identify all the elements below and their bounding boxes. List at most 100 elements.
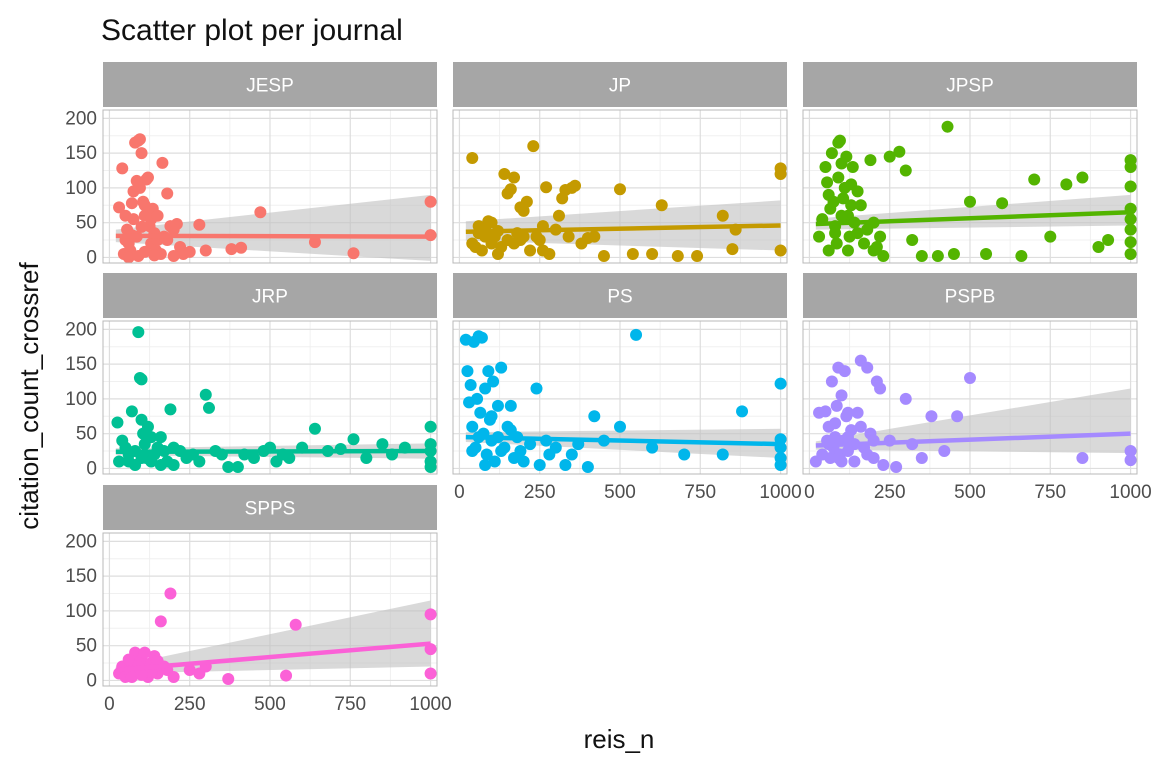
data-point xyxy=(231,461,244,474)
data-point xyxy=(915,250,928,263)
x-tick-label: 750 xyxy=(1034,482,1066,503)
data-point xyxy=(1044,230,1057,243)
data-point xyxy=(424,195,437,208)
data-point xyxy=(565,448,578,461)
panel-border xyxy=(802,320,1138,475)
data-point xyxy=(951,410,964,423)
data-point xyxy=(164,403,177,416)
facet-label-jp: JP xyxy=(609,76,631,97)
data-point xyxy=(424,667,437,680)
panel-border xyxy=(102,532,438,687)
facet-strip xyxy=(103,485,437,530)
data-point xyxy=(193,455,206,468)
data-point xyxy=(113,455,126,468)
data-point xyxy=(289,618,302,631)
data-point xyxy=(225,243,238,256)
data-point xyxy=(1028,173,1041,186)
data-point xyxy=(906,234,919,247)
data-point xyxy=(488,455,501,468)
y-tick-label: 150 xyxy=(65,143,97,164)
data-point xyxy=(716,209,729,222)
x-tick-label: 750 xyxy=(684,482,716,503)
data-point xyxy=(837,192,850,205)
trend-line xyxy=(115,641,431,673)
data-point xyxy=(170,218,183,231)
data-point xyxy=(199,244,212,257)
data-point xyxy=(846,161,859,174)
data-point xyxy=(899,164,912,177)
data-point xyxy=(851,185,864,198)
facet-strip xyxy=(803,273,1137,318)
data-point xyxy=(569,179,582,192)
y-tick-label: 100 xyxy=(65,178,97,199)
data-point xyxy=(597,250,610,263)
data-point xyxy=(222,673,235,686)
data-point xyxy=(835,389,848,402)
data-point xyxy=(360,452,373,465)
y-tick-label: 100 xyxy=(65,601,97,622)
data-point xyxy=(479,382,492,395)
data-point xyxy=(821,176,834,189)
data-point xyxy=(283,452,296,465)
data-point xyxy=(145,455,158,468)
facet-panel-ps: PS 0 250 500 750 1000 xyxy=(452,273,802,503)
data-point xyxy=(247,452,260,465)
data-point xyxy=(135,668,148,681)
data-point xyxy=(1124,180,1137,193)
data-point xyxy=(1092,241,1105,254)
data-point xyxy=(678,448,691,461)
data-point xyxy=(151,654,164,667)
trend-line xyxy=(115,233,431,239)
data-point xyxy=(819,161,832,174)
facet-label-jesp: JESP xyxy=(246,76,294,97)
data-point xyxy=(825,375,838,388)
trend-line xyxy=(815,209,1131,227)
data-point xyxy=(164,587,177,600)
data-point xyxy=(588,230,601,243)
data-point xyxy=(1124,445,1137,458)
facet-label-spps: SPPS xyxy=(245,499,296,520)
x-tick-label: 1000 xyxy=(409,694,451,715)
data-point xyxy=(487,375,500,388)
data-point xyxy=(504,399,517,412)
data-point xyxy=(533,234,546,247)
x-tick-label: 250 xyxy=(874,482,906,503)
data-point xyxy=(870,241,883,254)
x-tick-label: 0 xyxy=(454,482,465,503)
data-point xyxy=(980,247,993,260)
data-point xyxy=(151,209,164,222)
data-point xyxy=(466,151,479,164)
data-point xyxy=(113,201,126,214)
data-point xyxy=(1124,161,1137,174)
data-point xyxy=(156,156,169,169)
data-point xyxy=(495,361,508,374)
data-point xyxy=(671,250,684,263)
data-point xyxy=(133,133,146,146)
data-point xyxy=(125,197,138,210)
data-point xyxy=(154,431,167,444)
data-point xyxy=(938,445,951,458)
data-point xyxy=(947,247,960,260)
data-point xyxy=(848,455,861,468)
data-point xyxy=(1015,250,1028,263)
data-point xyxy=(424,608,437,621)
data-point xyxy=(1124,236,1137,249)
data-point xyxy=(280,669,293,682)
confidence-band xyxy=(115,194,431,261)
trend-line xyxy=(815,431,1131,448)
data-point xyxy=(614,420,626,433)
data-point xyxy=(726,243,739,256)
data-point xyxy=(138,646,151,659)
data-point xyxy=(925,410,938,423)
data-point xyxy=(861,448,874,461)
data-point xyxy=(122,251,135,264)
facet-strip xyxy=(803,62,1137,107)
panel-border xyxy=(452,109,788,264)
facet-panel-jpsp: JPSP xyxy=(802,62,1138,264)
facet-strip xyxy=(453,273,787,318)
data-point xyxy=(819,405,832,418)
data-point xyxy=(466,445,479,458)
data-point xyxy=(167,458,180,471)
data-point xyxy=(858,237,871,250)
data-point xyxy=(530,382,543,395)
